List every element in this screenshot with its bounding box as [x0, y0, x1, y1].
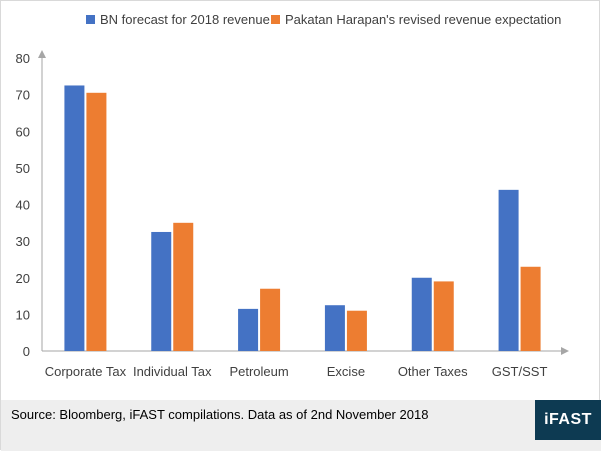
bar-bn	[324, 305, 345, 351]
y-tick-label: 10	[16, 307, 30, 322]
bar-ph	[433, 281, 454, 351]
legend-label: BN forecast for 2018 revenue	[100, 12, 270, 27]
y-tick-label: 70	[16, 88, 30, 103]
legend-label: Pakatan Harapan's revised revenue expect…	[285, 12, 561, 27]
y-tick-label: 60	[16, 124, 30, 139]
bar-bn	[411, 277, 432, 351]
legend-swatch	[271, 15, 280, 24]
ifast-logo: iFAST	[535, 400, 601, 440]
bar-bn	[64, 85, 85, 351]
y-tick-label: 0	[23, 344, 30, 359]
bar-chart: 0 10 20 30 40 50 60 70 80 Corporate Tax Individual…	[16, 12, 569, 379]
bar-ph	[346, 310, 367, 351]
y-axis-arrow	[38, 50, 46, 58]
x-tick-label: Corporate Tax	[45, 364, 127, 379]
bar-bn	[151, 231, 172, 351]
bar-ph	[260, 288, 281, 351]
legend-swatch	[86, 15, 95, 24]
x-axis-arrow	[561, 347, 569, 355]
bar-ph	[173, 222, 194, 351]
bar-bn	[498, 189, 519, 351]
x-tick-label: Excise	[327, 364, 365, 379]
y-tick-label: 30	[16, 234, 30, 249]
y-tick-label: 40	[16, 198, 30, 213]
bar-bn	[238, 308, 259, 351]
y-tick-label: 80	[16, 51, 30, 66]
x-tick-label: Petroleum	[229, 364, 288, 379]
logo-text: iFAST	[544, 411, 592, 428]
source-note: Source: Bloomberg, iFAST compilations. D…	[11, 407, 429, 422]
y-tick-label: 20	[16, 271, 30, 286]
y-tick-label: 50	[16, 161, 30, 176]
bar-ph	[520, 266, 541, 351]
bar-ph	[86, 92, 107, 351]
footer: Source: Bloomberg, iFAST compilations. D…	[1, 400, 601, 451]
x-tick-label: Individual Tax	[133, 364, 212, 379]
x-tick-label: Other Taxes	[398, 364, 468, 379]
x-tick-label: GST/SST	[492, 364, 548, 379]
